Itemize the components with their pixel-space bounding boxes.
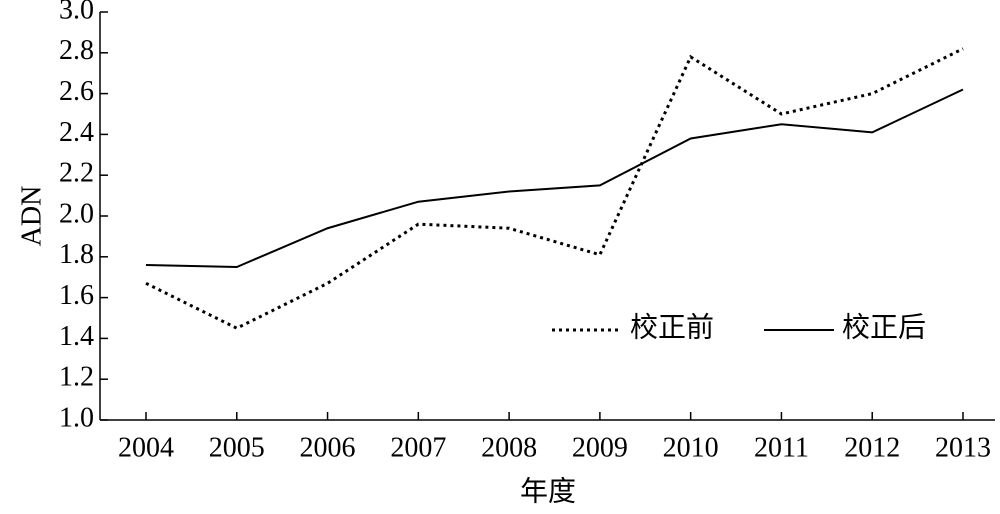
legend-label: 校正前 xyxy=(630,311,714,343)
y-tick-label: 1.2 xyxy=(59,362,94,393)
y-tick-label: 3.0 xyxy=(59,0,94,25)
x-tick-label: 2011 xyxy=(754,432,809,463)
x-tick-label: 2007 xyxy=(390,432,446,463)
y-tick-label: 2.4 xyxy=(59,117,94,148)
series-line xyxy=(145,88,964,269)
series-line xyxy=(145,47,964,330)
y-tick-label: 2.8 xyxy=(59,35,94,66)
y-tick-label: 1.4 xyxy=(59,321,94,352)
x-tick-label: 2010 xyxy=(663,432,719,463)
y-tick-label: 1.8 xyxy=(59,239,94,270)
x-tick-label: 2006 xyxy=(300,432,356,463)
y-tick-label: 2.2 xyxy=(59,158,94,189)
y-tick-label: 1.6 xyxy=(59,280,94,311)
x-tick-label: 2004 xyxy=(118,432,174,463)
legend-label: 校正后 xyxy=(842,311,926,343)
y-axis-label: ADN xyxy=(16,186,47,247)
x-tick-label: 2013 xyxy=(935,432,991,463)
x-tick-label: 2005 xyxy=(209,432,265,463)
y-tick-label: 1.0 xyxy=(59,402,94,433)
y-tick-label: 2.6 xyxy=(59,76,94,107)
x-tick-label: 2008 xyxy=(481,432,537,463)
x-axis-label: 年度 xyxy=(520,475,576,507)
x-tick-label: 2009 xyxy=(572,432,628,463)
x-tick-label: 2012 xyxy=(844,432,900,463)
y-tick-label: 2.0 xyxy=(59,198,94,229)
